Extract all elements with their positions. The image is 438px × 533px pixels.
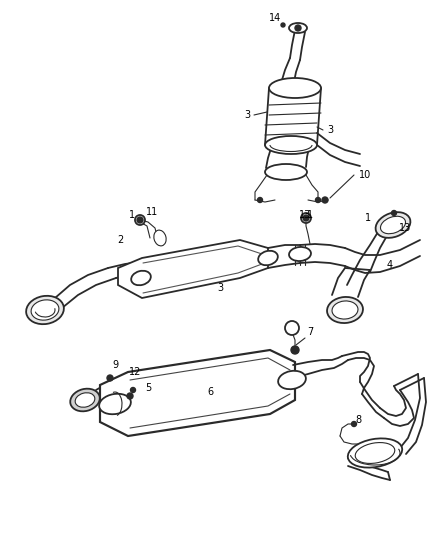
Ellipse shape [258, 251, 278, 265]
Text: 14: 14 [269, 13, 281, 23]
Circle shape [315, 198, 321, 203]
Ellipse shape [135, 215, 145, 225]
Text: 3: 3 [217, 283, 223, 293]
Text: 1: 1 [129, 210, 135, 220]
Ellipse shape [381, 216, 406, 234]
Text: 5: 5 [145, 383, 151, 393]
Text: 3: 3 [327, 125, 333, 135]
Text: 6: 6 [207, 387, 213, 397]
Ellipse shape [70, 389, 100, 411]
Ellipse shape [278, 371, 306, 389]
Text: 1: 1 [307, 210, 313, 220]
Text: 8: 8 [355, 415, 361, 425]
Circle shape [392, 211, 396, 215]
Text: 3: 3 [244, 110, 250, 120]
Polygon shape [118, 240, 268, 298]
Text: 2: 2 [117, 235, 123, 245]
Ellipse shape [327, 297, 363, 323]
Ellipse shape [99, 394, 131, 414]
Circle shape [127, 393, 133, 399]
Ellipse shape [289, 23, 307, 33]
Circle shape [137, 217, 143, 223]
Ellipse shape [131, 271, 151, 285]
Text: 12: 12 [129, 367, 141, 377]
Text: 10: 10 [359, 170, 371, 180]
Ellipse shape [289, 247, 311, 261]
Text: 13: 13 [399, 223, 411, 233]
Ellipse shape [285, 321, 299, 335]
Ellipse shape [26, 296, 64, 324]
Polygon shape [100, 350, 295, 436]
Ellipse shape [376, 212, 410, 238]
Ellipse shape [265, 164, 307, 180]
Ellipse shape [265, 136, 317, 154]
Circle shape [131, 387, 135, 392]
Ellipse shape [154, 230, 166, 246]
Text: 4: 4 [387, 260, 393, 270]
Circle shape [352, 422, 357, 426]
Circle shape [295, 25, 301, 31]
Text: 11: 11 [146, 207, 158, 217]
Ellipse shape [301, 213, 311, 223]
Ellipse shape [31, 300, 59, 320]
Circle shape [258, 198, 262, 203]
Text: 7: 7 [307, 327, 313, 337]
Circle shape [303, 215, 309, 221]
Ellipse shape [355, 442, 395, 463]
Circle shape [291, 346, 299, 354]
Ellipse shape [269, 78, 321, 98]
Ellipse shape [332, 301, 358, 319]
Circle shape [107, 375, 113, 381]
Circle shape [322, 197, 328, 203]
Circle shape [281, 23, 285, 27]
Text: 9: 9 [112, 360, 118, 370]
Text: 1: 1 [365, 213, 371, 223]
Ellipse shape [348, 439, 402, 467]
Ellipse shape [75, 393, 95, 407]
Text: 13: 13 [299, 210, 311, 220]
